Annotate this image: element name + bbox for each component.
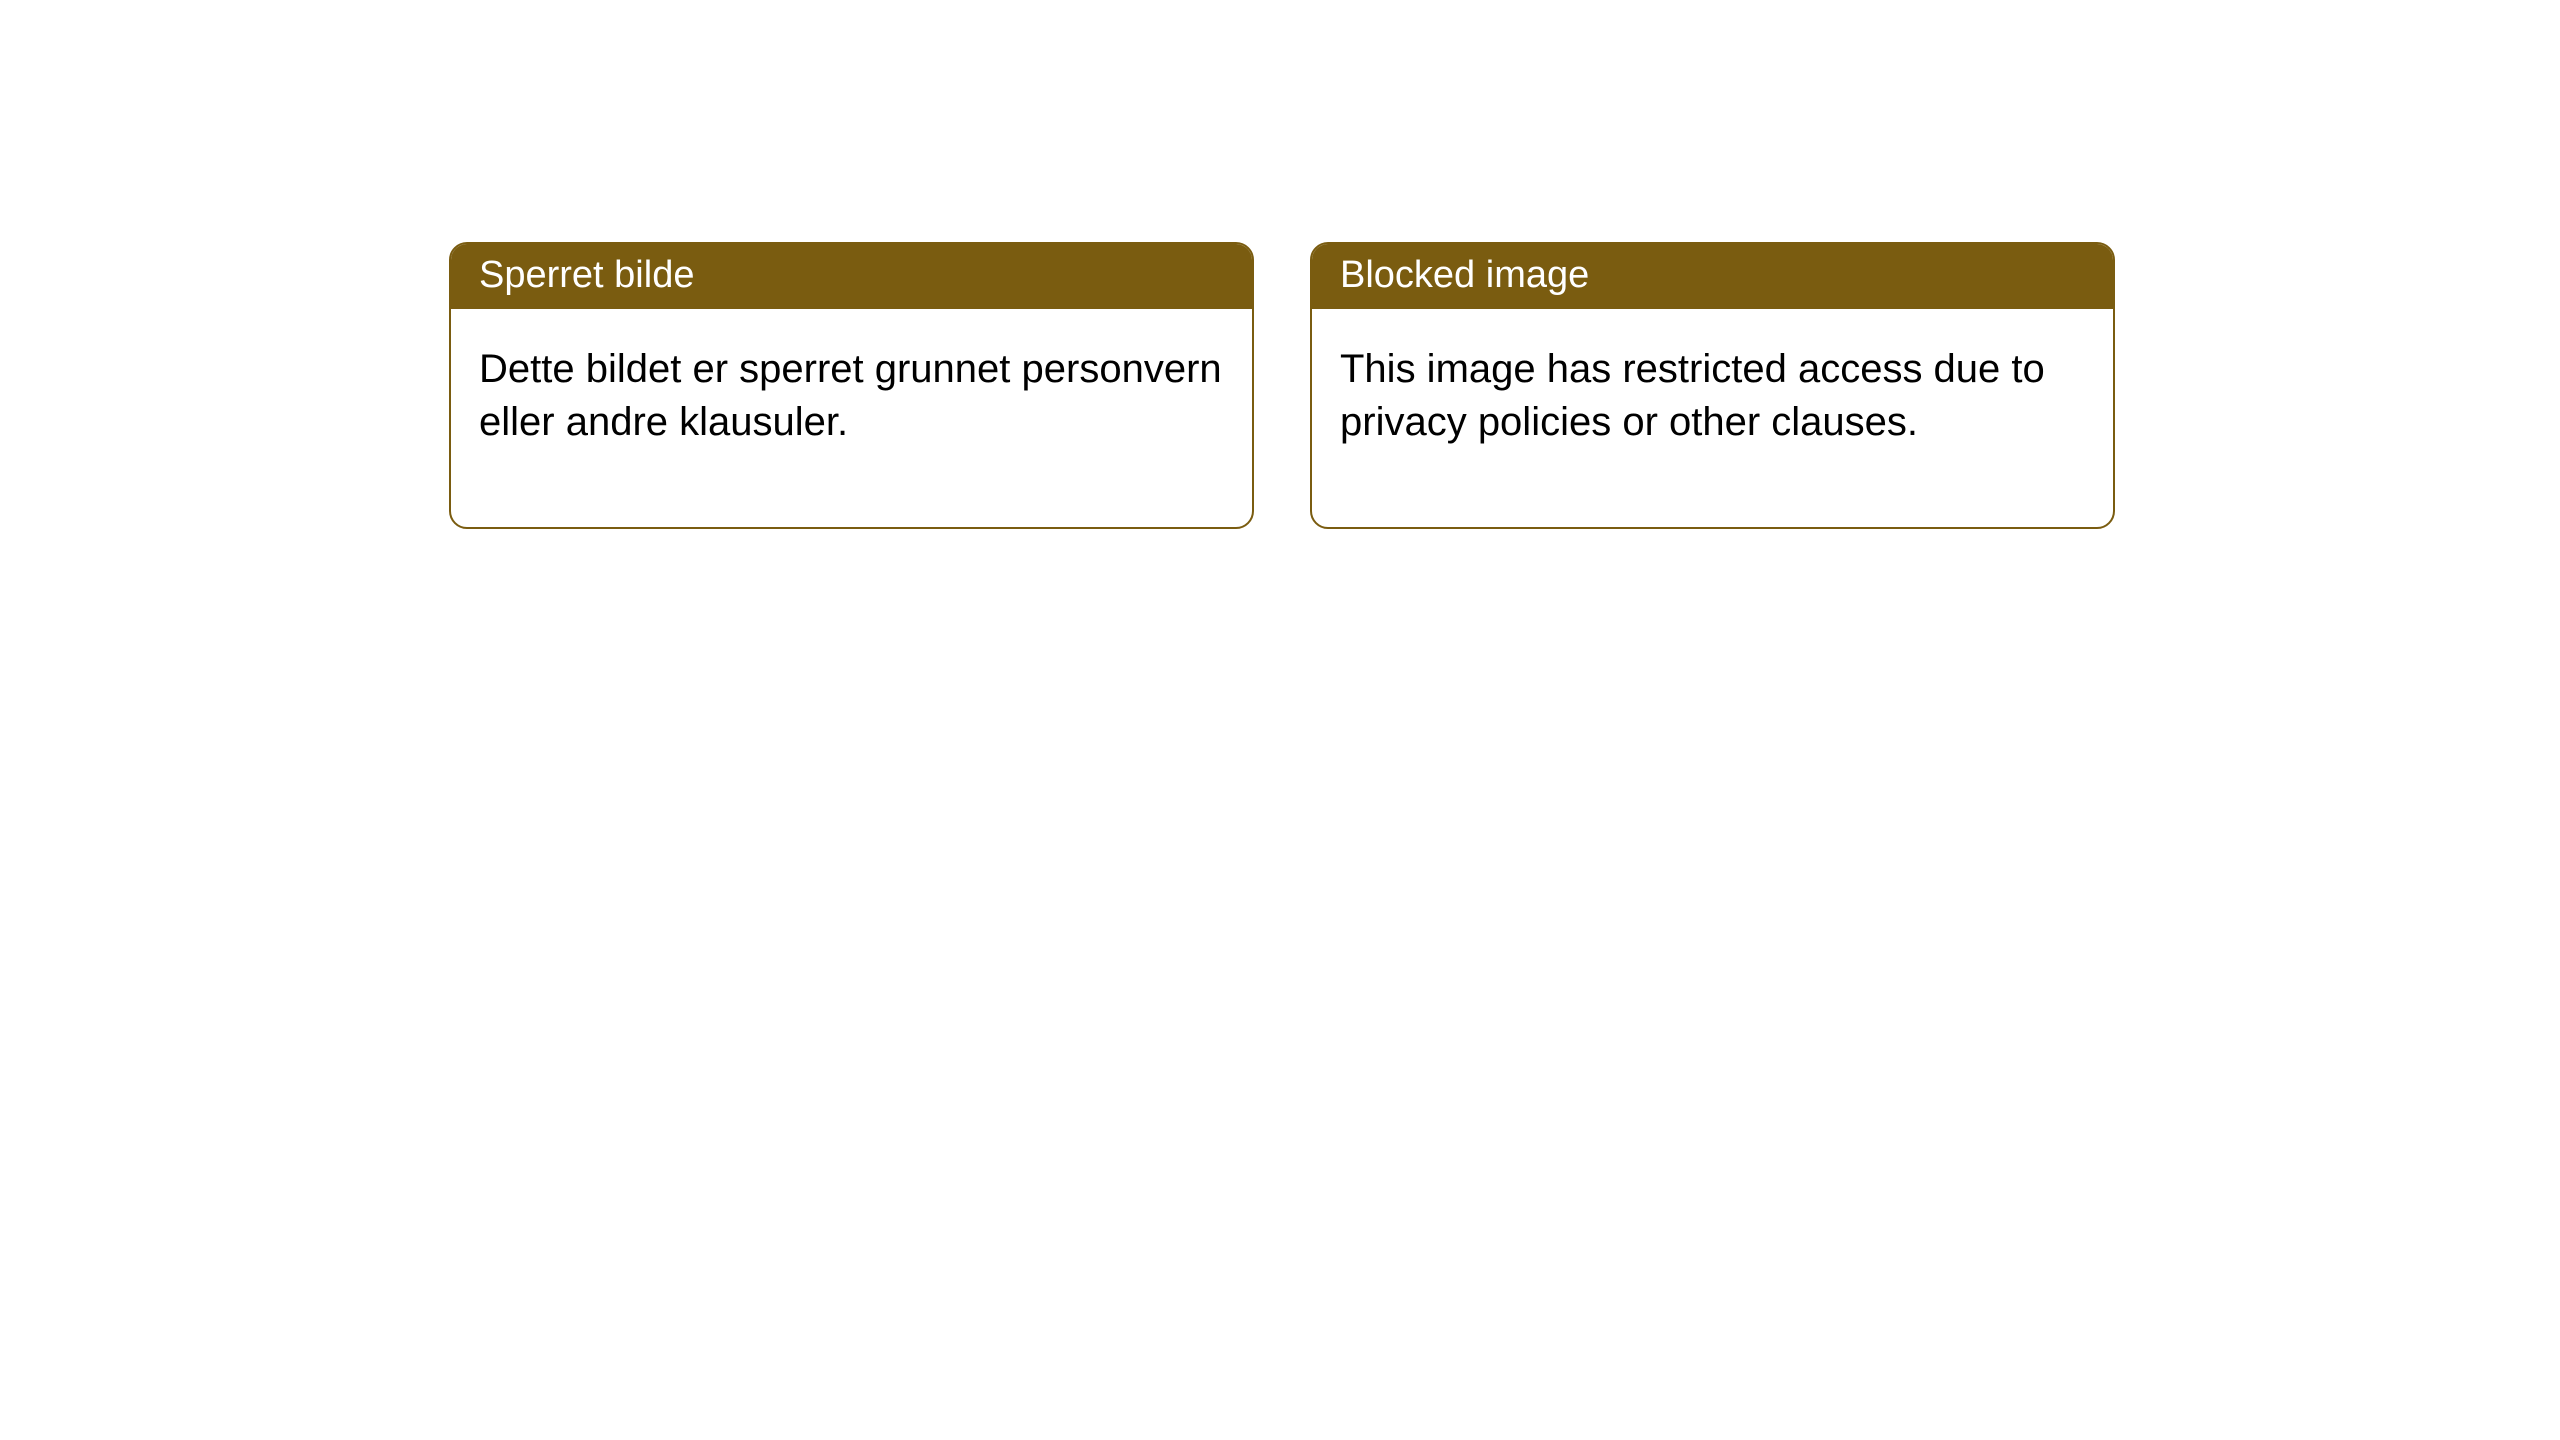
notice-card-english: Blocked image This image has restricted …	[1310, 242, 2115, 529]
notice-card-norwegian: Sperret bilde Dette bildet er sperret gr…	[449, 242, 1254, 529]
notice-card-title: Blocked image	[1312, 244, 2113, 309]
notice-card-body: This image has restricted access due to …	[1312, 309, 2113, 527]
notice-cards-container: Sperret bilde Dette bildet er sperret gr…	[449, 242, 2115, 529]
notice-card-body: Dette bildet er sperret grunnet personve…	[451, 309, 1252, 527]
notice-card-title: Sperret bilde	[451, 244, 1252, 309]
